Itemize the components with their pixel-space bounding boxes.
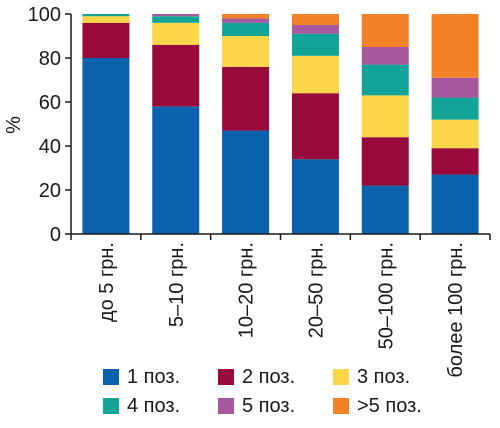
bar-segment-5-cat-3 — [222, 18, 270, 23]
y-tick-label: 0 — [50, 224, 61, 246]
bar-segment-4-cat-2 — [152, 16, 200, 23]
labels-layer: 0 20 40 60 80 100 до 5 грн. 5–10 грн. 10–20 грн.… — [3, 4, 467, 378]
y-tick-label: 100 — [28, 4, 61, 26]
bars-layer — [82, 14, 479, 234]
bar-segment-6-cat-4 — [291, 14, 339, 25]
legend-label: 1 поз. — [127, 366, 180, 388]
y-tick-label: 40 — [39, 136, 61, 158]
bar-segment-4-cat-4 — [291, 33, 339, 56]
legend-swatch — [103, 369, 119, 385]
bar-segment-6-cat-6 — [431, 14, 479, 78]
legend-swatch — [103, 398, 119, 414]
bar-segment-3-cat-4 — [291, 55, 339, 94]
x-tick-label: 10–20 грн. — [236, 242, 258, 338]
bar-segment-4-cat-6 — [431, 97, 479, 120]
legend-swatch — [218, 369, 234, 385]
bar-segment-5-cat-4 — [291, 25, 339, 34]
legend-label: 5 поз. — [242, 395, 295, 417]
bar-segment-3-cat-1 — [82, 16, 130, 23]
legend-label: >5 поз. — [357, 395, 422, 417]
x-tick-label: более 100 грн. — [445, 242, 467, 378]
bar-segment-2-cat-1 — [82, 22, 130, 58]
bar-segment-1-cat-6 — [431, 174, 479, 234]
bar-segment-2-cat-3 — [222, 66, 270, 131]
x-tick-label: 5–10 грн. — [166, 242, 188, 327]
bar-segment-5-cat-5 — [361, 47, 409, 65]
y-tick-label: 60 — [39, 92, 61, 114]
bar-segment-2-cat-5 — [361, 137, 409, 186]
bar-segment-1-cat-5 — [361, 185, 409, 234]
x-tick-label: 50–100 грн. — [375, 242, 397, 349]
bar-segment-6-cat-5 — [361, 14, 409, 47]
bar-segment-6-cat-3 — [222, 14, 270, 19]
legend-swatch — [333, 398, 349, 414]
legend-label: 3 поз. — [357, 366, 410, 388]
legend-label: 2 поз. — [242, 366, 295, 388]
axes-layer — [65, 13, 491, 240]
bar-segment-1-cat-2 — [152, 106, 200, 234]
bar-segment-4-cat-1 — [82, 14, 130, 17]
bar-segment-2-cat-4 — [291, 93, 339, 160]
bar-segment-4-cat-3 — [222, 22, 270, 36]
bar-segment-1-cat-4 — [291, 159, 339, 234]
bar-segment-1-cat-1 — [82, 58, 130, 234]
legend: 1 поз. 2 поз. 3 поз. 4 поз. 5 поз. >5 поз. — [103, 366, 422, 417]
x-tick-label: до 5 грн. — [96, 242, 118, 322]
bar-segment-3-cat-5 — [361, 95, 409, 138]
y-tick-label: 20 — [39, 180, 61, 202]
bar-segment-2-cat-6 — [431, 148, 479, 175]
bar-segment-5-cat-2 — [152, 14, 200, 17]
legend-label: 4 поз. — [127, 395, 180, 417]
x-tick-label: 20–50 грн. — [305, 242, 327, 338]
bar-segment-3-cat-2 — [152, 22, 200, 45]
bar-segment-5-cat-6 — [431, 77, 479, 98]
bar-segment-1-cat-3 — [222, 130, 270, 234]
bar-segment-4-cat-5 — [361, 64, 409, 96]
bar-segment-2-cat-2 — [152, 44, 200, 107]
y-axis-label: % — [3, 116, 25, 134]
bar-segment-3-cat-3 — [222, 36, 270, 67]
bar-segment-3-cat-6 — [431, 119, 479, 149]
y-tick-label: 80 — [39, 48, 61, 70]
legend-swatch — [333, 369, 349, 385]
legend-swatch — [218, 398, 234, 414]
